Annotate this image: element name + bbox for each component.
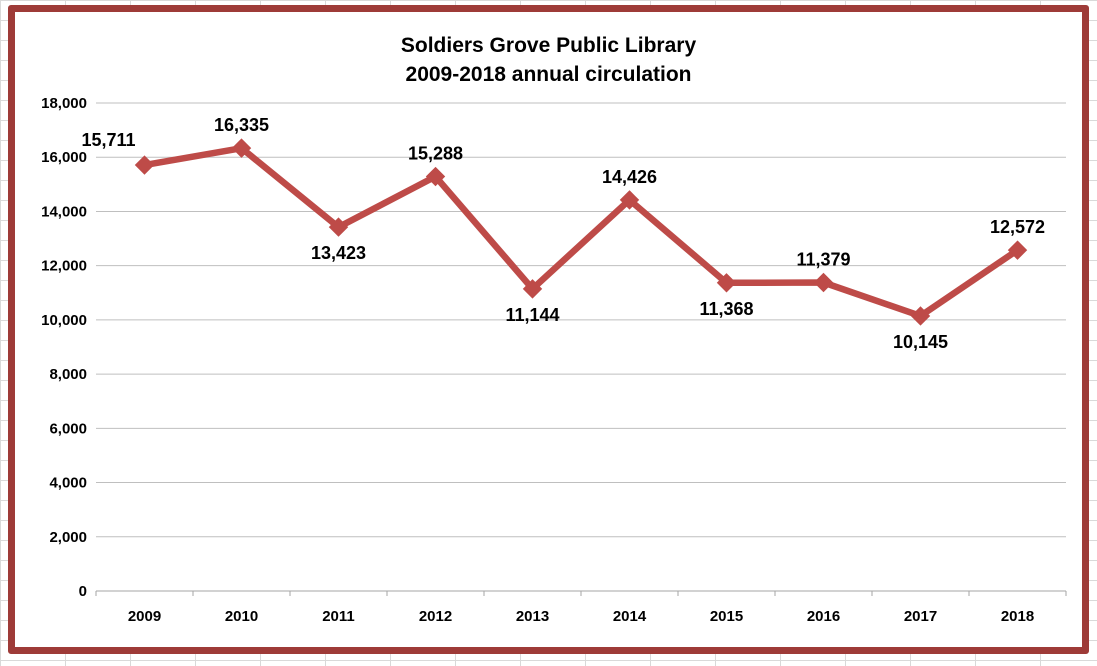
- data-point-label: 16,335: [213, 115, 268, 135]
- x-tick-label: 2014: [612, 608, 646, 625]
- y-tick-label: 10,000: [41, 312, 87, 329]
- data-point-label: 15,711: [81, 130, 135, 150]
- x-tick-label: 2017: [903, 608, 936, 625]
- y-tick-label: 6,000: [49, 420, 87, 437]
- y-tick-label: 12,000: [41, 258, 87, 275]
- data-point-marker: [328, 217, 348, 237]
- data-point-marker: [619, 190, 639, 210]
- data-point-marker: [522, 279, 542, 299]
- x-tick-label: 2018: [1000, 608, 1033, 625]
- data-point-label: 10,145: [892, 332, 947, 352]
- chart-frame: Soldiers Grove Public Library 2009-2018 …: [8, 5, 1089, 654]
- data-point-marker: [910, 306, 930, 326]
- y-tick-label: 4,000: [49, 475, 87, 492]
- chart-title: Soldiers Grove Public Library 2009-2018 …: [15, 12, 1082, 89]
- y-tick-label: 16,000: [41, 149, 87, 166]
- chart-title-line2: 2009-2018 annual circulation: [405, 63, 692, 86]
- y-tick-label: 14,000: [41, 203, 87, 220]
- x-tick-label: 2012: [418, 608, 451, 625]
- line-chart-plot: 0 2,000 4,000 6,000 8,000 10,000 12,000 14,000 1…: [41, 95, 1066, 625]
- data-point-label: 13,423: [310, 243, 365, 263]
- y-tick-label: 2,000: [49, 529, 87, 546]
- x-tick-label: 2016: [806, 608, 839, 625]
- data-point-marker: [425, 166, 445, 187]
- x-tick-label: 2013: [515, 608, 548, 625]
- data-point-label: 11,368: [699, 299, 753, 319]
- y-tick-label: 18,000: [41, 95, 87, 112]
- chart-title-line1: Soldiers Grove Public Library: [400, 34, 697, 57]
- data-point-label: 11,144: [505, 305, 559, 325]
- data-point-marker: [1007, 240, 1027, 260]
- data-point-marker: [134, 155, 154, 175]
- data-point-label: 12,572: [989, 217, 1044, 237]
- data-point-label: 14,426: [601, 167, 656, 187]
- data-point-label: 11,379: [796, 250, 850, 270]
- x-tick-label: 2011: [322, 608, 355, 625]
- x-tick-label: 2010: [224, 608, 257, 625]
- y-tick-label: 0: [78, 583, 86, 600]
- x-tick-label: 2009: [127, 608, 160, 625]
- y-tick-label: 8,000: [49, 366, 87, 383]
- data-point-marker: [716, 273, 736, 293]
- x-tick-label: 2015: [709, 608, 742, 625]
- series-line: [140, 144, 1021, 320]
- data-point-marker: [231, 138, 251, 158]
- data-point-label: 15,288: [407, 144, 462, 164]
- data-point-marker: [813, 272, 833, 293]
